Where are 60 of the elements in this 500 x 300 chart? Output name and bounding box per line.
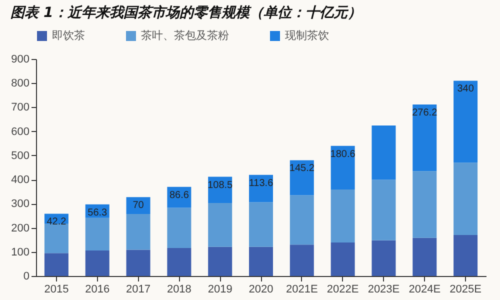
bar — [372, 180, 396, 240]
bar — [412, 171, 437, 238]
bar — [412, 238, 437, 276]
y-tick-label: 300 — [11, 198, 30, 210]
legend-label: 现制茶饮 — [285, 29, 329, 42]
x-tick-label: 2018 — [166, 284, 192, 296]
bar — [330, 189, 355, 242]
data-label: 145.2 — [289, 163, 315, 174]
bar — [454, 162, 478, 236]
bar — [249, 202, 273, 247]
y-tick-label: 700 — [11, 102, 30, 114]
data-label: 86.6 — [169, 190, 190, 201]
bar — [85, 250, 110, 276]
bar — [372, 126, 396, 180]
bar — [330, 146, 355, 190]
bar — [372, 240, 396, 276]
legend-label: 即饮茶 — [52, 29, 85, 42]
bar — [290, 160, 314, 196]
x-tick-label: 2022E — [326, 284, 359, 296]
bar — [208, 246, 232, 276]
y-tick-label: 200 — [11, 222, 30, 234]
bar — [126, 214, 150, 250]
y-tick-label: 800 — [11, 78, 30, 90]
x-tick-label: 2015 — [44, 284, 69, 296]
bar — [249, 246, 273, 276]
bar — [330, 242, 355, 276]
bar — [208, 202, 232, 247]
bar — [85, 218, 110, 250]
x-tick-label: 2023E — [368, 284, 400, 296]
bar — [126, 250, 150, 276]
x-tick-label: 2019 — [208, 284, 232, 296]
bar — [44, 253, 68, 276]
bar — [167, 248, 192, 276]
data-label: 42.2 — [46, 216, 67, 228]
bar — [44, 224, 68, 254]
x-tick-label: 2017 — [126, 284, 151, 296]
bar — [290, 244, 314, 276]
y-tick-label: 500 — [11, 150, 30, 162]
x-tick-label: 2021E — [286, 284, 318, 296]
x-tick-label: 2020 — [248, 284, 274, 296]
bar — [290, 195, 314, 245]
bar — [167, 208, 192, 248]
y-tick-label: 0 — [23, 270, 30, 282]
legend-label: 茶叶、茶包及茶粉 — [141, 29, 229, 42]
y-tick-label: 100 — [11, 246, 30, 258]
y-tick-label: 400 — [11, 174, 30, 186]
data-label: 180.6 — [330, 148, 356, 160]
bar — [454, 80, 478, 163]
data-label: 70 — [132, 200, 144, 212]
data-label: 113.6 — [248, 178, 274, 189]
chart-title: 图表 1：近年来我国茶市场的零售规模（单位：十亿元） — [10, 4, 362, 21]
x-tick-label: 2016 — [85, 284, 110, 296]
y-tick-label: 600 — [11, 126, 30, 138]
y-tick-label: 900 — [11, 54, 30, 66]
bar — [454, 235, 478, 276]
x-tick-label: 2024E — [408, 284, 441, 296]
data-label: 340 — [457, 84, 474, 95]
bar — [126, 197, 150, 214]
data-label: 56.3 — [88, 207, 108, 218]
x-tick-label: 2025E — [450, 284, 482, 296]
